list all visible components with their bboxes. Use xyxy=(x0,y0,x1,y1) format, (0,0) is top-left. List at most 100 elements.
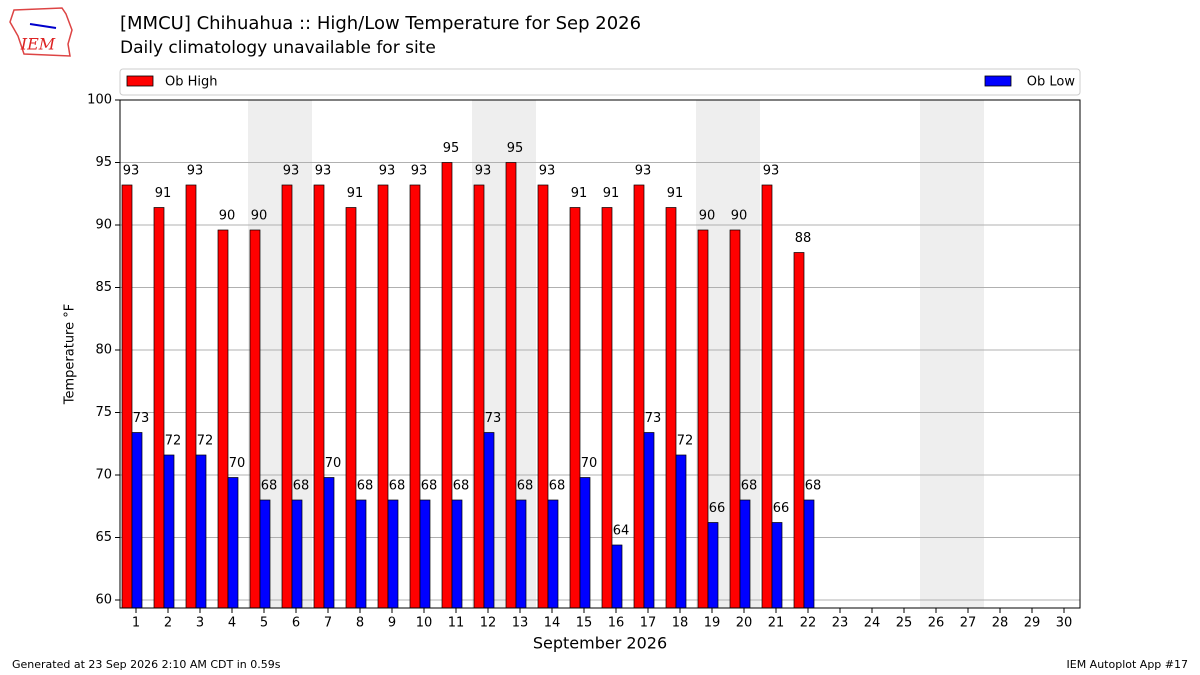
y-tick-label: 90 xyxy=(95,218,112,233)
data-label: 91 xyxy=(667,186,684,201)
bar xyxy=(729,229,741,609)
data-label: 68 xyxy=(389,479,406,494)
bar xyxy=(697,229,709,609)
x-tick-label: 27 xyxy=(960,616,977,631)
bar xyxy=(579,477,591,609)
x-tick-label: 28 xyxy=(992,616,1009,631)
bar xyxy=(195,454,207,609)
weekend-shade xyxy=(952,100,984,608)
x-tick-label: 22 xyxy=(800,616,817,631)
x-tick-label: 12 xyxy=(480,616,497,631)
bar xyxy=(803,499,815,609)
x-tick-label: 21 xyxy=(768,616,785,631)
bar xyxy=(739,499,751,609)
x-tick-label: 14 xyxy=(544,616,561,631)
x-tick-label: 3 xyxy=(196,616,204,631)
data-label: 90 xyxy=(251,209,268,224)
x-tick-label: 17 xyxy=(640,616,657,631)
data-label: 90 xyxy=(699,209,716,224)
x-tick-label: 29 xyxy=(1024,616,1041,631)
data-label: 68 xyxy=(357,479,374,494)
x-axis-label: September 2026 xyxy=(533,634,667,653)
x-tick-label: 1 xyxy=(132,616,140,631)
x-tick-label: 26 xyxy=(928,616,945,631)
x-tick-label: 24 xyxy=(864,616,881,631)
data-label: 70 xyxy=(325,456,342,471)
data-label: 70 xyxy=(229,456,246,471)
data-label: 93 xyxy=(475,164,492,179)
weekend-shade xyxy=(920,100,952,608)
y-tick-label: 100 xyxy=(87,93,112,108)
bar xyxy=(153,207,165,609)
bar xyxy=(419,499,431,609)
bar xyxy=(441,162,453,609)
bar xyxy=(675,454,687,609)
data-label: 72 xyxy=(197,434,214,449)
data-label: 93 xyxy=(283,164,300,179)
bar xyxy=(547,499,559,609)
bar xyxy=(259,499,271,609)
bar xyxy=(185,184,197,609)
bar xyxy=(601,207,613,609)
x-tick-label: 25 xyxy=(896,616,913,631)
bar xyxy=(281,184,293,609)
bar xyxy=(611,544,623,609)
plot-frame xyxy=(119,99,1081,609)
bar xyxy=(569,207,581,609)
data-label: 91 xyxy=(571,186,588,201)
bar xyxy=(643,432,655,609)
footer-right: IEM Autoplot App #17 xyxy=(1067,658,1189,671)
bar xyxy=(345,207,357,609)
bar xyxy=(387,499,399,609)
bar xyxy=(249,229,261,609)
x-tick-label: 6 xyxy=(292,616,300,631)
data-label: 73 xyxy=(133,411,150,426)
x-tick-label: 5 xyxy=(260,616,268,631)
bar xyxy=(761,184,773,609)
bar xyxy=(227,477,239,609)
x-tick-label: 7 xyxy=(324,616,332,631)
data-label: 90 xyxy=(731,209,748,224)
x-tick-label: 30 xyxy=(1056,616,1073,631)
bar xyxy=(483,432,495,609)
footer-left: Generated at 23 Sep 2026 2:10 AM CDT in … xyxy=(12,658,281,671)
data-label: 93 xyxy=(635,164,652,179)
bar xyxy=(451,499,463,609)
bar xyxy=(377,184,389,609)
y-tick-label: 75 xyxy=(95,405,112,420)
x-tick-label: 4 xyxy=(228,616,236,631)
bar xyxy=(771,522,783,609)
legend-label: Ob Low xyxy=(1027,75,1076,90)
bar xyxy=(355,499,367,609)
x-tick-label: 8 xyxy=(356,616,364,631)
bar xyxy=(409,184,421,609)
data-label: 95 xyxy=(443,141,460,156)
y-tick-label: 65 xyxy=(95,530,112,545)
logo-text: IEM xyxy=(20,35,56,54)
chart-title: [MMCU] Chihuahua :: High/Low Temperature… xyxy=(120,13,641,34)
x-tick-label: 13 xyxy=(512,616,529,631)
x-tick-label: 2 xyxy=(164,616,172,631)
x-tick-label: 18 xyxy=(672,616,689,631)
data-label: 93 xyxy=(379,164,396,179)
data-label: 93 xyxy=(763,164,780,179)
bar xyxy=(537,184,549,609)
data-label: 73 xyxy=(485,411,502,426)
bar xyxy=(131,432,143,609)
data-label: 68 xyxy=(421,479,438,494)
data-label: 68 xyxy=(453,479,470,494)
bar xyxy=(505,162,517,609)
x-tick-label: 9 xyxy=(388,616,396,631)
bar xyxy=(217,229,229,609)
data-label: 95 xyxy=(507,141,524,156)
bar xyxy=(121,184,133,609)
y-tick-label: 70 xyxy=(95,468,112,483)
y-axis-label: Temperature °F xyxy=(63,304,78,405)
data-label: 93 xyxy=(411,164,428,179)
bar xyxy=(163,454,175,609)
logo-line xyxy=(29,23,57,29)
data-label: 90 xyxy=(219,209,236,224)
bar xyxy=(313,184,325,609)
data-label: 93 xyxy=(315,164,332,179)
